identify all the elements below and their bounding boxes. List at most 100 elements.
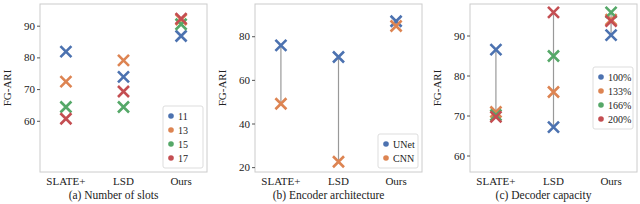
data-point bbox=[606, 30, 617, 41]
y-axis-label: FG-ARI bbox=[1, 69, 13, 106]
y-tick-label: 20 bbox=[239, 161, 251, 173]
y-tick bbox=[467, 116, 470, 117]
y-tick-label: 80 bbox=[454, 70, 466, 82]
range-line bbox=[280, 45, 281, 103]
y-tick bbox=[467, 76, 470, 77]
y-tick bbox=[252, 80, 255, 81]
legend-marker bbox=[598, 88, 604, 94]
data-point bbox=[548, 7, 559, 18]
x-tick-label: LSD bbox=[543, 175, 564, 187]
y-tick-label: 40 bbox=[239, 118, 251, 130]
caption: (c) Decoder capacity bbox=[496, 189, 592, 202]
legend-marker bbox=[598, 102, 604, 108]
y-tick-label: 60 bbox=[454, 150, 466, 162]
plot-frame bbox=[40, 4, 207, 172]
legend-label: 17 bbox=[178, 153, 188, 164]
data-point bbox=[60, 76, 71, 87]
plot-frame bbox=[255, 4, 422, 172]
data-point bbox=[275, 40, 286, 51]
legend-marker bbox=[168, 127, 174, 133]
legend-marker bbox=[598, 74, 604, 80]
data-point bbox=[548, 51, 559, 62]
x-tick-label: SLATE+ bbox=[476, 175, 515, 187]
range-line bbox=[338, 57, 339, 162]
y-tick-label: 90 bbox=[454, 30, 466, 42]
legend-marker bbox=[168, 141, 174, 147]
x-tick-label: Ours bbox=[170, 175, 191, 187]
legend-label: 200% bbox=[608, 114, 631, 125]
y-tick bbox=[467, 36, 470, 37]
plot-frame bbox=[470, 4, 637, 172]
panel: 60 70 80 90 FG-ARI SLATE+ LSD Ours (c) Decoder c… bbox=[431, 4, 637, 202]
y-tick-label: 70 bbox=[454, 110, 466, 122]
data-point bbox=[118, 71, 129, 82]
y-tick-label: 60 bbox=[24, 115, 36, 127]
panel: 20 40 60 80 FG-ARI SLATE+ LSD Ours(b) Encoder a… bbox=[216, 4, 422, 202]
y-tick bbox=[467, 156, 470, 157]
legend-label: CNN bbox=[393, 153, 414, 164]
legend: UNet CNN bbox=[378, 134, 418, 168]
legend-marker bbox=[383, 155, 389, 161]
legend-marker bbox=[383, 141, 389, 147]
data-point bbox=[275, 98, 286, 109]
x-tick-label: LSD bbox=[113, 175, 134, 187]
data-point bbox=[176, 31, 187, 42]
data-point bbox=[548, 122, 559, 133]
data-point bbox=[333, 156, 344, 167]
data-point bbox=[60, 46, 71, 57]
legend-marker bbox=[168, 155, 174, 161]
legend-label: 133% bbox=[608, 86, 631, 97]
data-point bbox=[118, 86, 129, 97]
panel: 60 70 80 90 FG-ARI SLATE+ LSD Ours (a) Number of… bbox=[1, 4, 207, 202]
y-tick-label: 80 bbox=[239, 30, 251, 42]
data-point bbox=[391, 21, 402, 32]
y-tick bbox=[252, 36, 255, 37]
y-axis-label: FG-ARI bbox=[216, 69, 228, 106]
data-point bbox=[490, 44, 501, 55]
data-point bbox=[176, 13, 187, 24]
y-tick bbox=[37, 57, 40, 58]
y-tick bbox=[37, 89, 40, 90]
legend-label: 11 bbox=[178, 111, 188, 122]
range-line bbox=[553, 12, 554, 127]
legend-label: 15 bbox=[178, 139, 188, 150]
y-tick bbox=[252, 167, 255, 168]
figure: 60 70 80 90 FG-ARI SLATE+ LSD Ours (a) Number of… bbox=[0, 0, 640, 204]
x-tick-label: LSD bbox=[328, 175, 349, 187]
y-tick-label: 60 bbox=[239, 74, 251, 86]
data-point bbox=[60, 113, 71, 124]
y-tick bbox=[37, 121, 40, 122]
x-tick-label: Ours bbox=[385, 175, 406, 187]
legend-marker bbox=[168, 113, 174, 119]
caption: (a) Number of slots bbox=[69, 189, 159, 202]
legend-label: 13 bbox=[178, 125, 188, 136]
legend-box bbox=[163, 106, 203, 168]
legend-box bbox=[593, 67, 633, 129]
legend-label: UNet bbox=[393, 139, 415, 150]
data-point bbox=[118, 55, 129, 66]
legend: 100% 133% 166% 200% bbox=[593, 67, 633, 129]
legend: 11 13 15 17 bbox=[163, 106, 203, 168]
legend-marker bbox=[598, 116, 604, 122]
y-tick-label: 70 bbox=[24, 83, 36, 95]
legend-label: 166% bbox=[608, 100, 631, 111]
x-tick-label: Ours bbox=[600, 175, 621, 187]
x-tick-label: SLATE+ bbox=[46, 175, 85, 187]
y-tick-label: 90 bbox=[24, 20, 36, 32]
y-tick bbox=[252, 124, 255, 125]
range-line bbox=[495, 50, 496, 117]
x-tick-label: SLATE+ bbox=[261, 175, 300, 187]
legend-label: 100% bbox=[608, 72, 631, 83]
data-point bbox=[548, 87, 559, 98]
y-tick-label: 80 bbox=[24, 51, 36, 63]
data-point bbox=[606, 16, 617, 27]
data-point bbox=[333, 52, 344, 63]
range-line bbox=[610, 12, 611, 35]
data-point bbox=[176, 19, 187, 30]
data-point bbox=[490, 111, 501, 122]
legend-box bbox=[378, 134, 418, 168]
y-tick bbox=[37, 26, 40, 27]
caption: (b) Encoder architecture bbox=[273, 189, 385, 202]
data-point bbox=[118, 102, 129, 113]
y-axis-label: FG-ARI bbox=[431, 69, 443, 106]
